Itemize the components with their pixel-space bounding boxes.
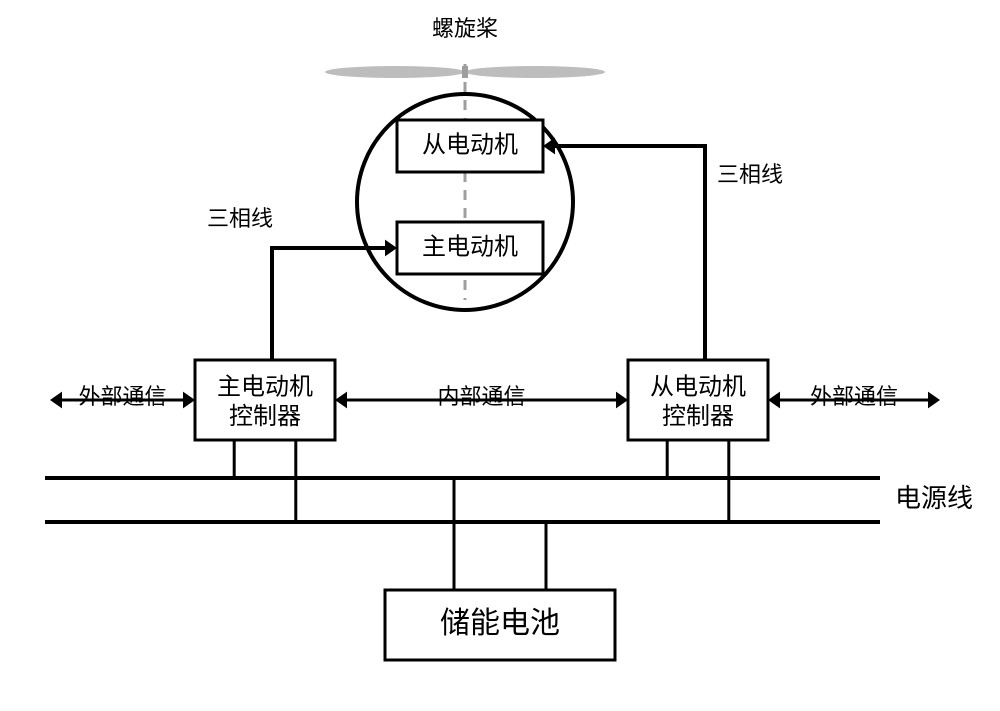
svg-text:电源线: 电源线 xyxy=(895,483,973,513)
svg-text:外部通信: 外部通信 xyxy=(810,384,898,409)
svg-text:三相线: 三相线 xyxy=(717,162,783,187)
three-phase-line-slave xyxy=(555,146,705,360)
svg-text:三相线: 三相线 xyxy=(207,206,273,231)
svg-text:从电动机: 从电动机 xyxy=(422,131,518,158)
svg-text:内部通信: 内部通信 xyxy=(437,384,525,409)
propeller-label: 螺旋桨 xyxy=(432,16,498,41)
svg-text:储能电池: 储能电池 xyxy=(440,607,560,640)
svg-text:主电动机: 主电动机 xyxy=(422,233,518,260)
three-phase-line-main xyxy=(272,248,385,360)
propeller-blade-right xyxy=(465,66,605,78)
svg-text:从电动机: 从电动机 xyxy=(650,373,746,400)
svg-text:控制器: 控制器 xyxy=(229,403,301,430)
propeller-blade-left xyxy=(325,66,465,78)
svg-text:外部通信: 外部通信 xyxy=(78,384,166,409)
svg-text:控制器: 控制器 xyxy=(662,403,734,430)
svg-text:主电动机: 主电动机 xyxy=(217,373,313,400)
